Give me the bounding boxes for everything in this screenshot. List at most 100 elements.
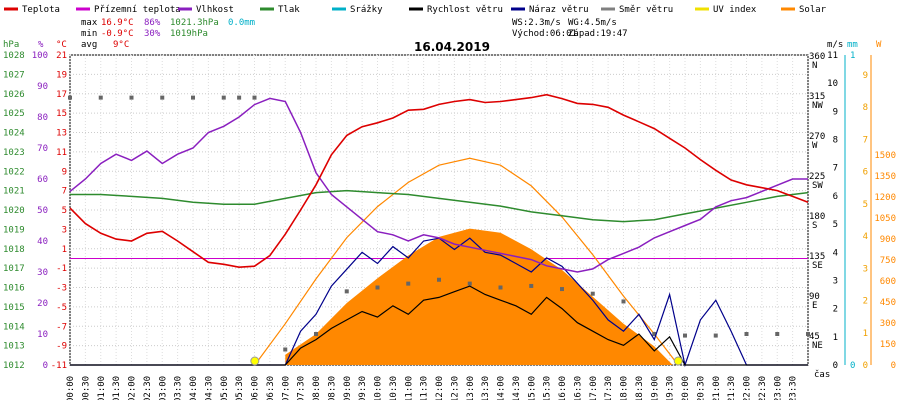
tick-time: 04:30 (204, 376, 214, 400)
tick-hpa: 1016 (3, 284, 25, 294)
tick-time: 11:30 (420, 376, 430, 400)
tick-hpa: 1028 (3, 51, 25, 61)
tick-degc: -7 (56, 322, 67, 332)
tick-mm: 0 (850, 361, 855, 371)
wind-dir-point (191, 95, 195, 100)
tick-degc: 3 (62, 225, 67, 235)
tick-w: 1350 (874, 172, 896, 182)
tick-time: 17:30 (604, 376, 614, 400)
wind-dir-point (437, 277, 441, 282)
tick-time: 08:00 (312, 376, 322, 400)
tick-ms: 10 (827, 79, 838, 89)
tick-pct: 30 (37, 268, 48, 278)
legend-label: Rychlost větru (427, 5, 503, 15)
tick-degc: -11 (51, 361, 67, 371)
tick-mm: 1 (850, 51, 855, 61)
stat-min-hum: 30% (144, 29, 161, 39)
tick-ms: 4 (833, 248, 838, 258)
tick-degc: 7 (62, 187, 67, 197)
axis-unit-degc: °C (56, 40, 67, 50)
stat-min-temp: -0.9°C (101, 29, 134, 39)
stat-max-hum: 86% (144, 18, 161, 28)
tick-time: 10:00 (374, 376, 384, 400)
tick-dir-label: NW (812, 101, 823, 111)
tick-dir-label: SW (812, 181, 823, 191)
tick-dir-label: S (812, 221, 817, 231)
tick-w: 750 (880, 256, 896, 266)
wind-dir-point (252, 95, 257, 100)
tick-time: 14:00 (497, 376, 507, 400)
wind-dir-point (160, 95, 165, 100)
tick-uv: 5 (863, 200, 868, 210)
wind-dir-point (344, 289, 349, 294)
tick-ms: 1 (833, 333, 838, 343)
tick-time: 01:30 (112, 376, 122, 400)
wind-gust-line (70, 237, 808, 368)
wind-dir-point (621, 299, 626, 304)
tick-w: 600 (880, 277, 896, 287)
tick-pct: 90 (37, 82, 48, 92)
tick-dir: 45 (809, 332, 820, 342)
tick-degc: 1 (62, 245, 67, 255)
tick-w: 300 (880, 319, 896, 329)
tick-ms: 11 (827, 51, 838, 61)
tick-dir-label: N (812, 61, 817, 71)
legend-label: Přízemní teplota (94, 5, 181, 15)
tick-dir: 135 (809, 252, 825, 262)
tick-dir: 360 (809, 52, 825, 62)
axis-unit-w: W (876, 40, 882, 50)
stat-sunrise: Východ:06:01 (512, 29, 577, 39)
tick-degc: 21 (56, 51, 67, 61)
legend-label: Tlak (278, 5, 300, 15)
wind-dir-point (775, 332, 780, 336)
stat-avg-label: avg (81, 40, 97, 50)
tick-ms: 3 (833, 276, 838, 286)
wind-dir-point (221, 95, 226, 100)
tick-degc: 5 (62, 206, 67, 216)
axis-unit-hpa: hPa (3, 40, 19, 50)
legend-label: Vlhkost (196, 5, 234, 15)
tick-uv: 1 (863, 329, 868, 339)
wind-dir-point (590, 291, 595, 296)
wind-dir-point (467, 281, 472, 286)
tick-pct: 0 (43, 361, 48, 371)
tick-pct: 50 (37, 206, 48, 216)
tick-time: 22:30 (758, 376, 768, 400)
tick-time: 00:30 (81, 376, 91, 400)
tick-time: 00:00 (66, 376, 76, 400)
tick-time: 03:30 (174, 376, 184, 400)
stat-min-press: 1019hPa (170, 29, 208, 39)
pressure-line (70, 189, 809, 223)
tick-degc: 15 (56, 109, 67, 119)
tick-time: 17:00 (589, 376, 599, 400)
tick-time: 12:00 (435, 376, 445, 400)
stat-max-temp: 16.9°C (101, 18, 134, 28)
tick-hpa: 1015 (3, 303, 25, 313)
tick-time: 05:00 (220, 376, 230, 400)
tick-dir: 225 (809, 172, 825, 182)
tick-pct: 70 (37, 144, 48, 154)
wind-dir-point (283, 347, 288, 352)
tick-uv: 6 (863, 168, 868, 178)
tick-pct: 60 (37, 175, 48, 185)
tick-time: 05:30 (235, 376, 245, 400)
tick-dir: 90 (809, 292, 820, 302)
tick-w: 1500 (874, 151, 896, 161)
tick-time: 23:30 (789, 376, 799, 400)
tick-uv: 3 (863, 264, 868, 274)
tick-uv: 9 (863, 71, 868, 81)
tick-time: 23:00 (773, 376, 783, 400)
tick-time: 04:00 (189, 376, 199, 400)
tick-pct: 80 (37, 113, 48, 123)
axis-unit-mm: mm (847, 40, 858, 50)
tick-time: 08:30 (327, 376, 337, 400)
tick-hpa: 1014 (3, 322, 25, 332)
legend-label: Solar (799, 5, 827, 15)
tick-w: 0 (891, 361, 896, 371)
stat-avg-temp: 9°C (113, 40, 129, 50)
tick-time: 02:30 (143, 376, 153, 400)
tick-w: 1050 (874, 214, 896, 224)
chart-title: 16.04.2019 (414, 40, 490, 54)
axis-label-time: čas (814, 369, 830, 380)
